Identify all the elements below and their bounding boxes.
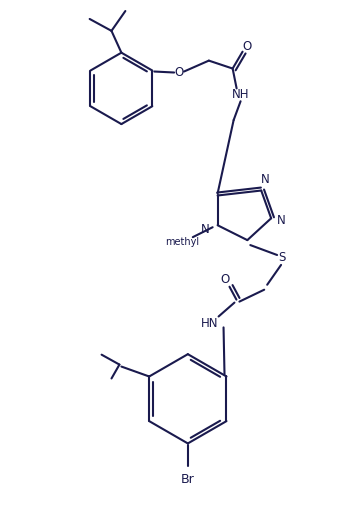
Text: NH: NH	[232, 88, 249, 101]
Text: S: S	[278, 251, 286, 265]
Text: HN: HN	[201, 317, 218, 330]
Text: O: O	[175, 66, 184, 79]
Text: N: N	[261, 173, 270, 186]
Text: O: O	[220, 273, 229, 286]
Text: O: O	[242, 40, 251, 53]
Text: methyl: methyl	[165, 237, 199, 247]
Text: N: N	[201, 223, 210, 236]
Text: Br: Br	[181, 473, 195, 486]
Text: N: N	[277, 214, 285, 227]
